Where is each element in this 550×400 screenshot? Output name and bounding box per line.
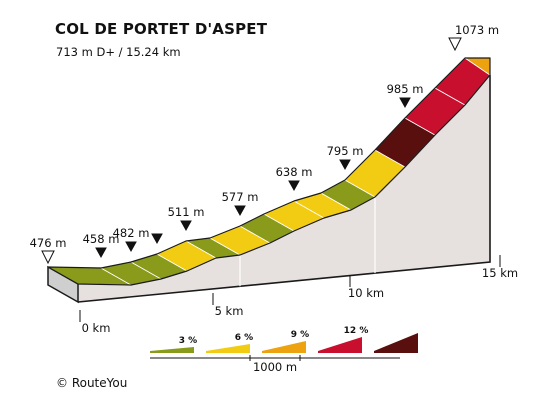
profile-side-face [78, 75, 490, 302]
legend-label-3: 12 % [344, 326, 369, 336]
altitude-marker-3 [151, 233, 163, 245]
legend-swatch-1 [206, 344, 250, 353]
altitude-label-7: 795 m [327, 144, 364, 158]
altitude-marker-7 [339, 159, 351, 171]
altitude-label-1: 458 m [83, 232, 120, 246]
distance-ticks: 0 km 5 km 10 km 15 km [79, 255, 518, 335]
altitude-marker-5 [234, 205, 246, 217]
altitude-marker-8 [399, 97, 411, 109]
distance-tick-label-3: 15 km [482, 266, 518, 280]
legend-swatch-4 [374, 333, 418, 353]
altitude-label-4: 511 m [168, 205, 205, 219]
altitude-label-6: 638 m [276, 165, 313, 179]
altitude-label-2: 482 m [113, 226, 150, 240]
altitude-marker-1 [95, 247, 107, 259]
altitude-label-0: 476 m [30, 236, 67, 250]
altitude-marker-6 [288, 180, 300, 192]
profile-base-outline [77, 75, 491, 303]
altitude-marker-4 [180, 220, 192, 232]
altitude-marker-0 [41, 250, 55, 265]
altitude-label-9: 1073 m [455, 23, 499, 37]
legend-swatch-2 [262, 341, 306, 353]
legend-label-0: 3 % [179, 336, 197, 346]
distance-tick-label-1: 5 km [215, 304, 244, 318]
distance-tick-label-0: 0 km [82, 321, 111, 335]
profile-segments [47, 57, 491, 286]
copyright-label: © RouteYou [56, 376, 128, 390]
altitude-marker-2 [125, 241, 137, 253]
chart-subtitle: 713 m D+ / 15.24 km [56, 45, 181, 59]
chart-title: COL DE PORTET D'ASPET [55, 20, 268, 38]
profile-ribbon-outline [47, 57, 491, 286]
legend-swatch-0 [150, 347, 194, 353]
altitude-label-5: 577 m [222, 190, 259, 204]
legend-label-2: 9 % [291, 330, 309, 340]
legend-label-1: 6 % [235, 333, 253, 343]
distance-tick-label-2: 10 km [348, 286, 384, 300]
profile-body [47, 75, 491, 304]
grade-legend: 3 % 6 % 9 % 12 % 1000 m [150, 326, 418, 374]
altitude-marker-9 [448, 37, 462, 52]
altitude-label-8: 985 m [387, 82, 424, 96]
legend-swatch-3 [318, 337, 362, 353]
legend-scale-label: 1000 m [253, 360, 297, 374]
